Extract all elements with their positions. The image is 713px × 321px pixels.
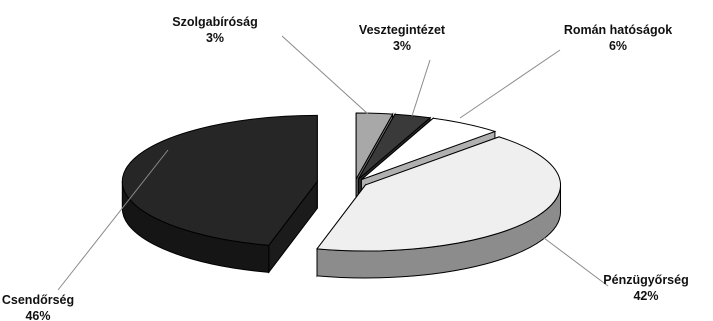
- pie-slices: [121, 112, 562, 279]
- slice-value-label: 3%: [206, 31, 224, 45]
- slice-value-label: 3%: [393, 39, 411, 53]
- leader-lines: [57, 35, 609, 291]
- leader-line: [281, 35, 369, 115]
- slice-value-label: 6%: [609, 39, 627, 53]
- slice-value-label: 46%: [25, 309, 50, 321]
- slice-value-label: 42%: [633, 289, 658, 303]
- pie-slice-top: [316, 136, 562, 252]
- pie-slice-csendőrség: [121, 114, 318, 274]
- leader-line: [527, 225, 609, 287]
- pie-slice-top: [355, 112, 394, 181]
- pie-slice-top: [357, 113, 432, 180]
- slice-label: Szolgabíróság: [172, 15, 257, 29]
- pie-slice-top: [121, 114, 318, 246]
- leader-line: [411, 59, 431, 117]
- pie-slice-top: [361, 117, 497, 181]
- slice-labels: Szolgabíróság 3% Vesztegintézet 3% Román hat…: [2, 15, 689, 321]
- leader-line: [459, 49, 561, 119]
- leader-line: [57, 149, 169, 291]
- pie-slice-pénzügyőrség: [316, 136, 562, 279]
- slice-label: Román hatóságok: [564, 23, 672, 37]
- slice-label: Csendőrség: [2, 293, 74, 307]
- slice-label: Pénzügyőrség: [603, 273, 688, 287]
- slice-label: Vesztegintézet: [359, 23, 446, 37]
